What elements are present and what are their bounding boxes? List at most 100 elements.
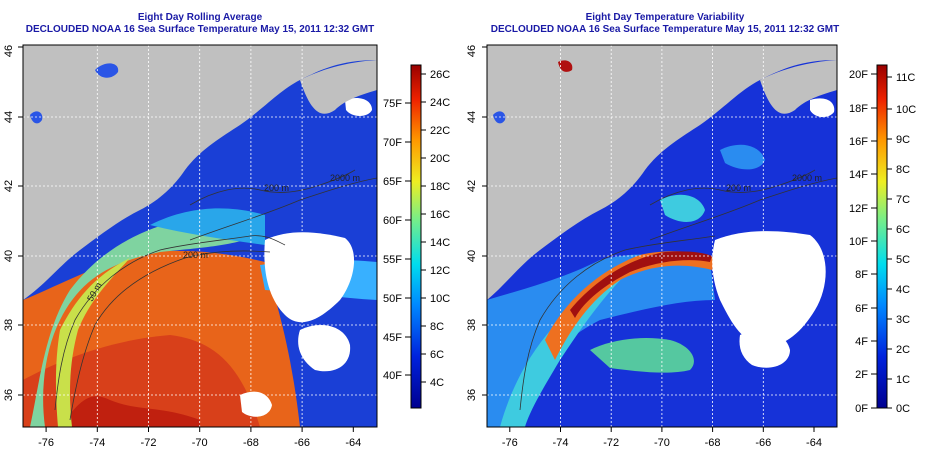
right-colorbar-c-label: 2C: [896, 344, 910, 356]
left-colorbar-c-label: 10C: [430, 293, 450, 305]
right-x-tick: -76: [502, 437, 518, 449]
right-colorbar: 0F 2F 4F 6F 8F 10F 12F 14F 16F 18F 20F 0…: [849, 64, 916, 415]
left-colorbar-c-label: 26C: [430, 69, 450, 81]
right-y-tick: 40: [466, 250, 478, 262]
right-map-title: Eight Day Temperature Variability DECLOU…: [455, 12, 875, 36]
right-y-tick: 38: [466, 319, 478, 331]
right-y-tick: 46: [466, 45, 478, 57]
right-colorbar-c-label: 7C: [896, 194, 910, 206]
right-map-title-line2: DECLOUDED NOAA 16 Sea Surface Temperatur…: [490, 24, 840, 35]
right-land-mass: [487, 45, 837, 300]
left-y-tick: 46: [3, 45, 15, 57]
left-x-tick: -64: [345, 437, 361, 449]
left-y-tick: 40: [3, 250, 15, 262]
right-colorbar-f-label: 8F: [855, 269, 868, 281]
right-colorbar-f-label: 2F: [855, 369, 868, 381]
left-colorbar-gradient: [410, 64, 422, 409]
left-x-tick: -68: [243, 437, 259, 449]
left-contour-label-200m-north: 200 m: [264, 183, 289, 193]
right-map-panel: 200 m 2000 m -76 -74 -72 -70 -68 -66 -64: [466, 44, 838, 449]
right-map-title-line1: Eight Day Temperature Variability: [585, 12, 745, 23]
left-colorbar-c-label: 20C: [430, 153, 450, 165]
right-contour-50m: [519, 235, 716, 411]
left-contour-label-2000m: 2000 m: [330, 173, 360, 183]
right-colorbar-c-label: 0C: [896, 403, 910, 415]
right-x-axis: -76 -74 -72 -70 -68 -66 -64: [502, 427, 822, 449]
right-x-tick: -74: [553, 437, 569, 449]
left-colorbar-c-label: 18C: [430, 181, 450, 193]
left-colorbar-c-label: 14C: [430, 237, 450, 249]
left-colorbar-c-label: 16C: [430, 209, 450, 221]
right-colorbar-c-label: 6C: [896, 224, 910, 236]
left-y-tick: 36: [3, 389, 15, 401]
right-colorbar-c-label: 4C: [896, 284, 910, 296]
right-contour-200m: [649, 169, 816, 206]
left-colorbar-c-label: 22C: [430, 125, 450, 137]
left-colorbar-f-label: 65F: [383, 176, 402, 188]
right-colorbar-f-label: 18F: [849, 103, 868, 115]
right-y-tick: 44: [466, 111, 478, 123]
right-colorbar-f-label: 12F: [849, 203, 868, 215]
left-colorbar-f-label: 50F: [383, 293, 402, 305]
left-land-mass: [23, 45, 377, 300]
right-colorbar-gradient: [876, 64, 888, 409]
left-y-tick: 44: [3, 111, 15, 123]
left-contour-label-200m-south: 200 m: [183, 250, 208, 260]
left-colorbar-c-label: 8C: [430, 321, 444, 333]
left-colorbar-c-label: 4C: [430, 377, 444, 389]
right-x-tick: -72: [603, 437, 619, 449]
right-y-axis: 36 38 40 42 44 46: [466, 45, 487, 401]
right-colorbar-c-label: 1C: [896, 374, 910, 386]
left-map-title-line1: Eight Day Rolling Average: [137, 12, 263, 23]
left-map-panel: 50 m 200 m 200 m 2000 m -76 -74 -72 -70 …: [3, 44, 378, 449]
right-colorbar-f-label: 16F: [849, 136, 868, 148]
left-x-axis: -76 -74 -72 -70 -68 -66 -64: [38, 427, 361, 449]
right-x-tick: -68: [705, 437, 721, 449]
left-contour-200m-north: [189, 169, 356, 206]
left-y-tick: 42: [3, 180, 15, 192]
left-contour-50m: [54, 235, 286, 411]
left-x-tick: -74: [89, 437, 105, 449]
right-x-tick: -64: [806, 437, 822, 449]
right-colorbar-c-label: 9C: [896, 134, 910, 146]
right-colorbar-f-label: 10F: [849, 236, 868, 248]
right-contour-2000m: [649, 177, 837, 241]
right-y-tick: 36: [466, 389, 478, 401]
right-x-tick: -70: [654, 437, 670, 449]
right-contour-label-2000m: 2000 m: [792, 173, 822, 183]
left-y-tick: 38: [3, 319, 15, 331]
left-colorbar: 40F 45F 50F 55F 60F 65F 70F 75F 4C 6C 8C…: [383, 64, 450, 409]
left-colorbar-c-label: 12C: [430, 265, 450, 277]
right-colorbar-c-label: 5C: [896, 254, 910, 266]
left-colorbar-f-label: 70F: [383, 137, 402, 149]
right-colorbar-f-label: 6F: [855, 303, 868, 315]
left-cloud-patch: [264, 232, 355, 323]
right-contour-label-200m: 200 m: [726, 183, 751, 193]
right-colorbar-f-label: 0F: [855, 403, 868, 415]
right-colorbar-f-label: 20F: [849, 69, 868, 81]
right-colorbar-c-label: 10C: [896, 104, 916, 116]
left-map-title-line2: DECLOUDED NOAA 16 Sea Surface Temperatur…: [25, 24, 375, 35]
left-colorbar-f-label: 75F: [383, 98, 402, 110]
left-contour-2000m: [189, 177, 377, 241]
left-contour-200m: [69, 250, 271, 421]
left-colorbar-f-label: 45F: [383, 332, 402, 344]
left-colorbar-c-label: 24C: [430, 97, 450, 109]
right-colorbar-c-label: 11C: [896, 72, 915, 84]
left-x-tick: -72: [141, 437, 157, 449]
right-x-tick: -66: [755, 437, 771, 449]
left-graticule: [23, 45, 377, 427]
right-colorbar-c-label: 3C: [896, 314, 910, 326]
left-x-tick: -76: [38, 437, 54, 449]
left-colorbar-c-label: 6C: [430, 349, 444, 361]
right-colorbar-c-label: 8C: [896, 164, 910, 176]
left-map-title: Eight Day Rolling Average DECLOUDED NOAA…: [0, 12, 410, 36]
left-colorbar-f-label: 55F: [383, 254, 402, 266]
right-colorbar-f-label: 14F: [849, 169, 868, 181]
right-y-tick: 42: [466, 180, 478, 192]
left-x-tick: -70: [192, 437, 208, 449]
left-colorbar-f-label: 40F: [383, 370, 402, 382]
right-colorbar-f-label: 4F: [855, 336, 868, 348]
left-colorbar-f-label: 60F: [383, 215, 402, 227]
